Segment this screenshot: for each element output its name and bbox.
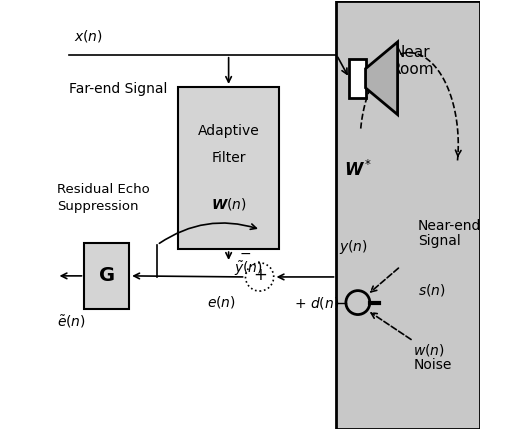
Text: $x(n)$: $x(n)$ bbox=[74, 28, 103, 44]
Bar bbox=[85, 243, 129, 309]
Text: Near: Near bbox=[394, 45, 430, 60]
Text: $-$: $-$ bbox=[239, 246, 251, 259]
Polygon shape bbox=[365, 42, 397, 115]
Text: $\boldsymbol{W}^*$: $\boldsymbol{W}^*$ bbox=[344, 160, 372, 180]
Text: $+$: $+$ bbox=[253, 266, 267, 284]
Text: $\boldsymbol{W}(n)$: $\boldsymbol{W}(n)$ bbox=[211, 196, 246, 212]
Text: Room: Room bbox=[390, 62, 434, 77]
Text: Adaptive: Adaptive bbox=[198, 124, 260, 138]
Text: Signal: Signal bbox=[418, 233, 460, 248]
Text: $\tilde{y}(n)$: $\tilde{y}(n)$ bbox=[234, 260, 263, 279]
Bar bbox=[337, 1, 480, 429]
Text: Residual Echo: Residual Echo bbox=[57, 183, 149, 196]
Text: $y(n)$: $y(n)$ bbox=[339, 238, 369, 256]
Text: Near-end: Near-end bbox=[418, 219, 481, 233]
Text: $s(n)$: $s(n)$ bbox=[418, 282, 445, 298]
Text: Filter: Filter bbox=[211, 151, 246, 165]
Bar bbox=[350, 59, 365, 98]
Text: $e(n)$: $e(n)$ bbox=[207, 294, 236, 310]
Text: Suppression: Suppression bbox=[57, 200, 138, 213]
Text: $\tilde{e}(n)$: $\tilde{e}(n)$ bbox=[57, 313, 86, 330]
Text: $+\ d(n)$: $+\ d(n)$ bbox=[294, 295, 339, 311]
Text: Noise: Noise bbox=[413, 358, 452, 372]
Text: G: G bbox=[99, 266, 115, 286]
Text: $w(n)$: $w(n)$ bbox=[413, 341, 445, 358]
Bar bbox=[178, 87, 279, 249]
Text: Far-end Signal: Far-end Signal bbox=[70, 82, 168, 96]
